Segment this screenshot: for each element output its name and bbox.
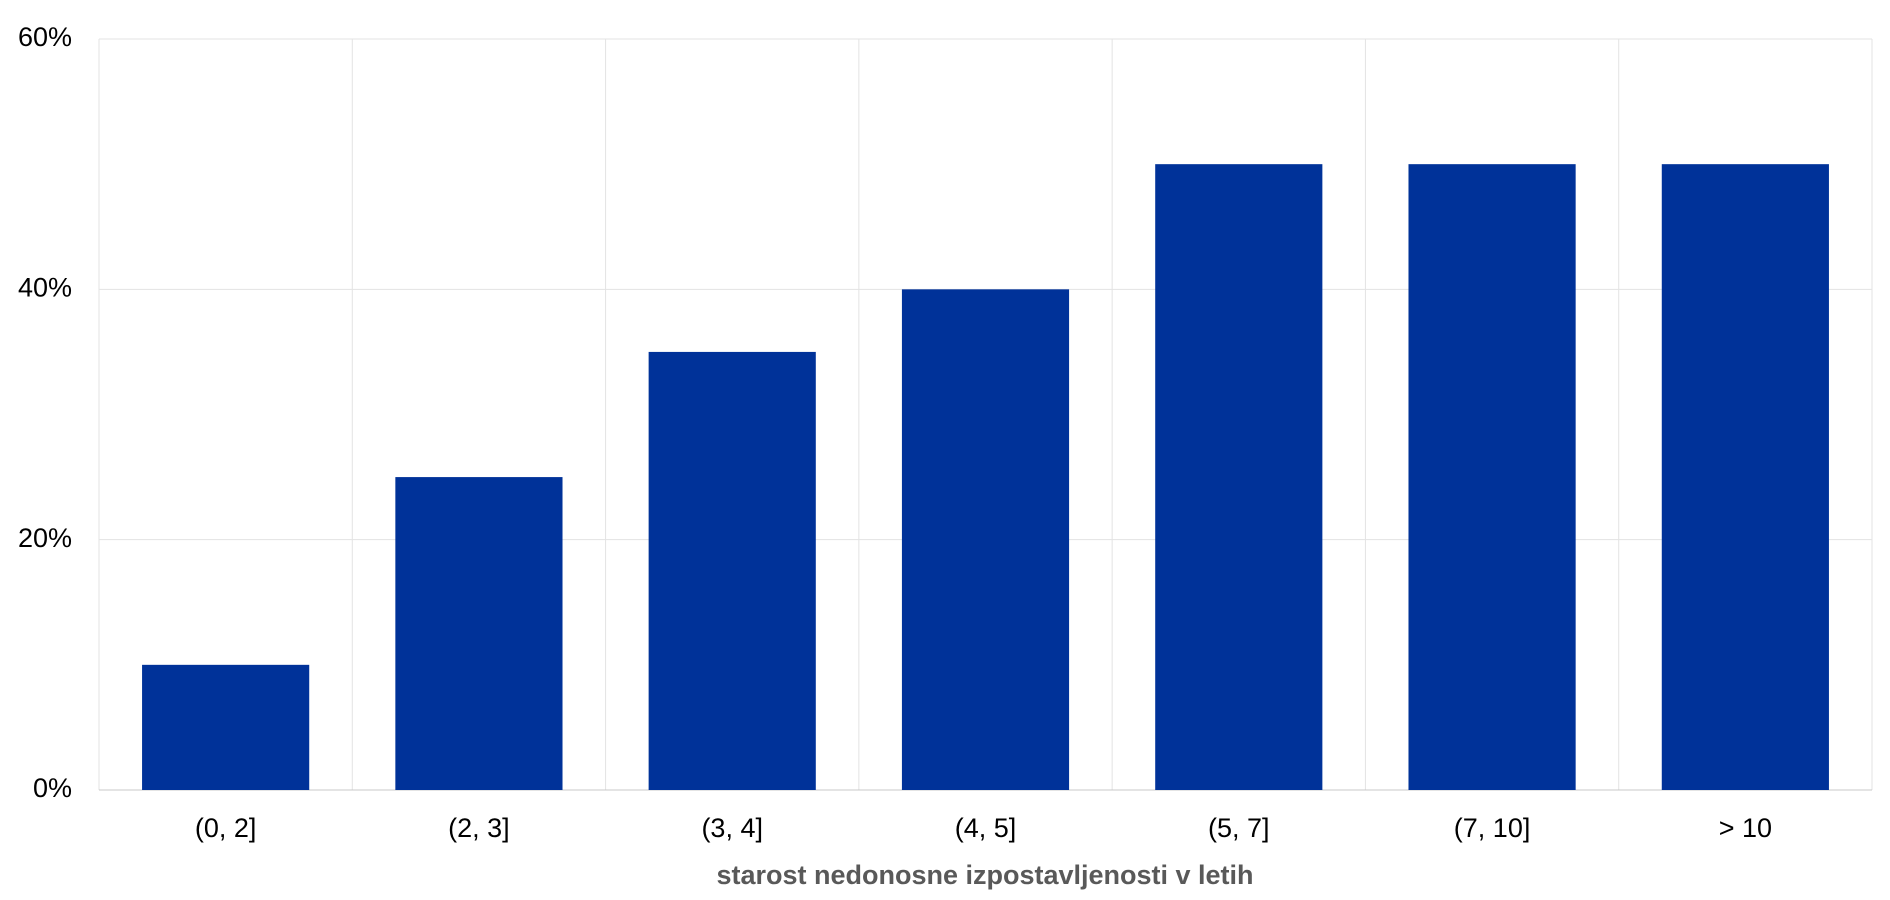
y-tick-label: 0% xyxy=(33,773,72,803)
y-tick-label: 60% xyxy=(18,22,72,52)
bar xyxy=(901,289,1070,790)
x-tick-label: (7, 10] xyxy=(1454,813,1531,843)
x-tick-label: (4, 5] xyxy=(955,813,1017,843)
bar xyxy=(1661,164,1829,790)
x-tick-label: > 10 xyxy=(1719,813,1772,843)
bar xyxy=(648,351,816,790)
bar xyxy=(1155,164,1323,790)
x-tick-label: (3, 4] xyxy=(701,813,763,843)
bar xyxy=(142,664,310,790)
bar xyxy=(395,477,563,790)
x-tick-label: (5, 7] xyxy=(1208,813,1270,843)
x-tick-label: (2, 3] xyxy=(448,813,510,843)
y-tick-label: 40% xyxy=(18,272,72,302)
x-tick-label: (0, 2] xyxy=(195,813,257,843)
bar xyxy=(1408,164,1576,790)
y-tick-label: 20% xyxy=(18,523,72,553)
x-axis-title: starost nedonosne izpostavljenosti v let… xyxy=(716,860,1253,890)
